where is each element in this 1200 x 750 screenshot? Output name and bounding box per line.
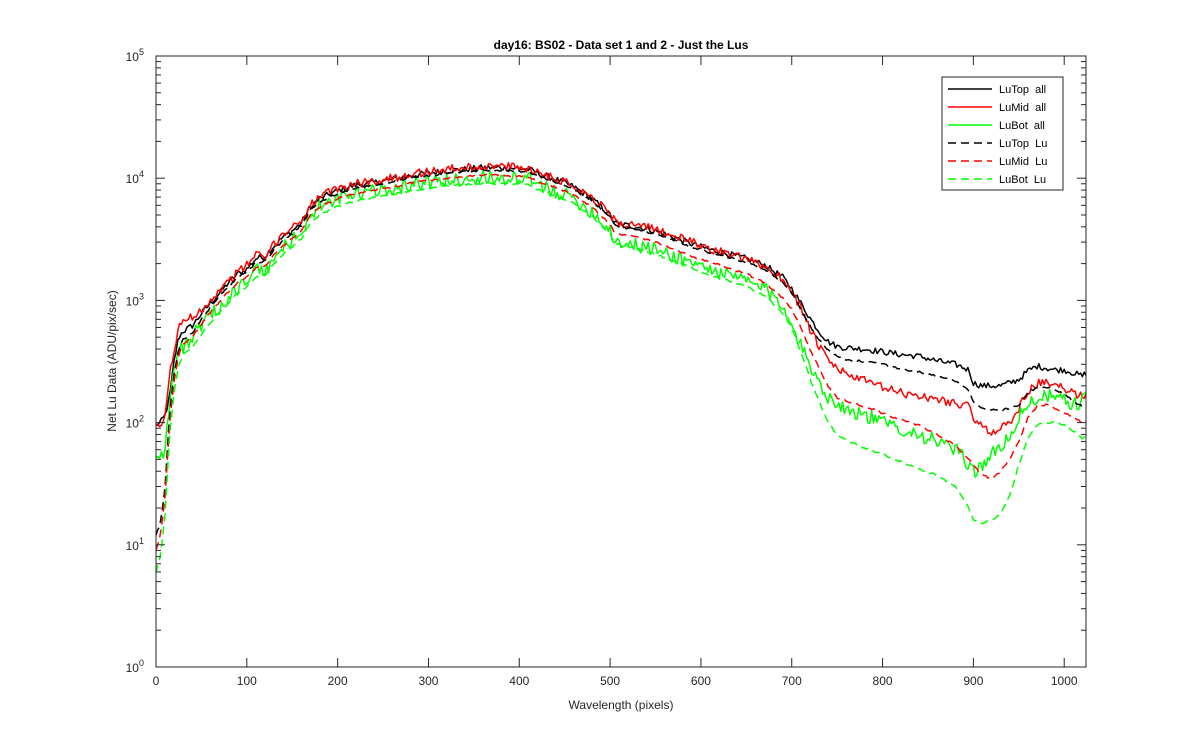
legend-label: LuMid Lu — [999, 156, 1047, 168]
series-layer — [155, 161, 1087, 573]
x-tick-label: 200 — [328, 674, 348, 688]
x-tick-label: 800 — [873, 674, 893, 688]
y-tick-label: 105 — [126, 47, 144, 64]
y-tick-label: 100 — [126, 658, 144, 675]
legend-label: LuMid all — [999, 102, 1046, 114]
legend-label: LuBot Lu — [999, 174, 1046, 186]
ticks-layer: 0 100 200 300 400 500 600 700 800 900 1000 100 101 10… — [126, 47, 1086, 688]
legend-label: LuTop all — [999, 84, 1046, 96]
plot-frame — [155, 55, 1087, 668]
y-tick-label: 102 — [126, 414, 144, 431]
legend-label: LuTop Lu — [999, 138, 1047, 150]
series-line-6 — [155, 181, 1087, 573]
x-tick-label: 900 — [963, 674, 983, 688]
x-tick-label: 1000 — [1051, 674, 1078, 688]
legend-box — [941, 76, 1064, 191]
y-axis-title: Net Lu Data (ADU/pix/sec) — [105, 290, 119, 431]
x-tick-label: 100 — [237, 674, 257, 688]
y-tick-label: 103 — [126, 291, 144, 308]
x-tick-label: 0 — [153, 674, 160, 688]
x-tick-label: 400 — [509, 674, 529, 688]
x-tick-label: 300 — [418, 674, 438, 688]
legend-label: LuBot all — [999, 120, 1045, 132]
series-line-4 — [155, 168, 1087, 536]
x-tick-label: 700 — [782, 674, 802, 688]
plot-area — [156, 56, 1086, 667]
chart-title: day16: BS02 - Data set 1 and 2 - Just th… — [494, 38, 749, 52]
series-line-3 — [155, 170, 1087, 479]
x-tick-label: 600 — [691, 674, 711, 688]
series-line-5 — [155, 173, 1087, 551]
x-axis-title: Wavelength (pixels) — [569, 698, 674, 712]
y-tick-label: 101 — [126, 536, 144, 553]
y-tick-label: 104 — [126, 169, 144, 186]
x-tick-label: 500 — [600, 674, 620, 688]
series-line-2 — [155, 161, 1087, 436]
legend: LuTop all LuMid all LuBot all LuTop Lu LuMid… — [941, 76, 1064, 191]
